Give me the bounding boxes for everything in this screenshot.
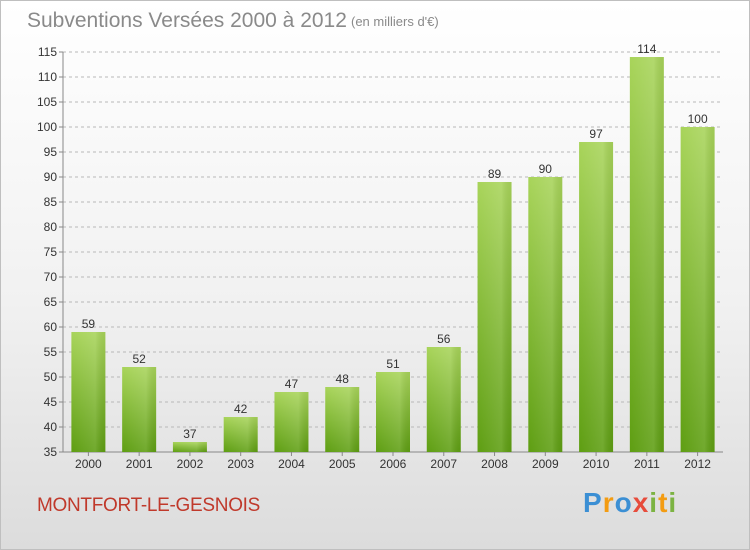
logo-letter: i [649,487,659,518]
bar-shading [172,442,207,452]
bar-value-label: 90 [539,162,553,176]
proxiti-logo: Proxiti [583,487,677,519]
logo-letter: P [583,487,603,518]
bar-shading [376,372,410,452]
x-tick-label: 2008 [481,457,508,471]
bar-value-label: 37 [183,427,197,441]
y-tick-label: 85 [44,195,58,209]
x-tick-label: 2009 [532,457,559,471]
x-tick-label: 2006 [380,457,407,471]
x-tick-label: 2010 [583,457,610,471]
x-tick-label: 2000 [75,457,102,471]
bar-shading [579,142,614,452]
bar-value-label: 56 [437,332,451,346]
bars [71,57,715,452]
bar-shading [426,347,461,452]
bar-shading [274,392,309,452]
bar-value-label: 52 [132,352,146,366]
y-tick-label: 75 [44,245,58,259]
bar-shading [629,57,664,452]
logo-letter: t [658,487,669,518]
y-tick-label: 65 [44,295,58,309]
data-labels: 59 2000 52 2001 37 2002 42 2003 47 2004 48 2005 51 20… [75,42,711,471]
y-tick-label: 115 [38,45,57,59]
x-tick-label: 2001 [126,457,153,471]
bar-value-label: 51 [386,357,400,371]
x-tick-label: 2007 [430,457,457,471]
logo-letter: r [602,487,615,518]
y-tick-label: 40 [44,420,58,434]
bar-shading [71,332,106,452]
y-tick-label: 50 [44,370,58,384]
x-tick-label: 2011 [634,457,660,471]
chart-title: Subventions Versées 2000 à 2012 [27,9,347,32]
bar-value-label: 89 [488,167,502,181]
y-tick-label: 110 [38,70,57,84]
bar-shading [325,387,360,452]
y-tick-label: 80 [44,220,58,234]
x-tick-label: 2003 [227,457,254,471]
bar-value-label: 42 [234,402,248,416]
logo-letter: x [632,487,650,518]
y-tick-label: 105 [37,95,57,109]
y-tick-label: 70 [44,270,58,284]
bar-value-label: 47 [285,377,299,391]
y-tick-label: 60 [44,320,58,334]
logo-letter: o [614,487,633,518]
bar-shading [122,367,157,452]
bar-value-label: 97 [589,127,603,141]
y-tick-label: 55 [44,345,58,359]
logo-letter: i [668,487,678,518]
x-tick-label: 2004 [278,457,305,471]
y-tick-label: 100 [37,120,57,134]
bar-value-label: 114 [637,42,656,56]
y-tick-label: 90 [44,170,58,184]
place-name: MONTFORT-LE-GESNOIS [37,495,261,516]
bar-value-label: 59 [82,317,96,331]
y-tick-label: 95 [44,145,58,159]
bar-shading [528,177,563,452]
x-tick-label: 2002 [177,457,204,471]
bar-shading [223,417,258,452]
x-tick-label: 2005 [329,457,356,471]
bar-shading [477,182,512,452]
y-tick-label: 45 [44,395,58,409]
chart-unit: (en milliers d'€) [351,14,439,29]
bar-value-label: 100 [688,112,708,126]
bar-value-label: 48 [336,372,350,386]
x-tick-label: 2012 [684,457,711,471]
bar-shading [680,127,715,452]
y-tick-label: 35 [44,445,58,459]
